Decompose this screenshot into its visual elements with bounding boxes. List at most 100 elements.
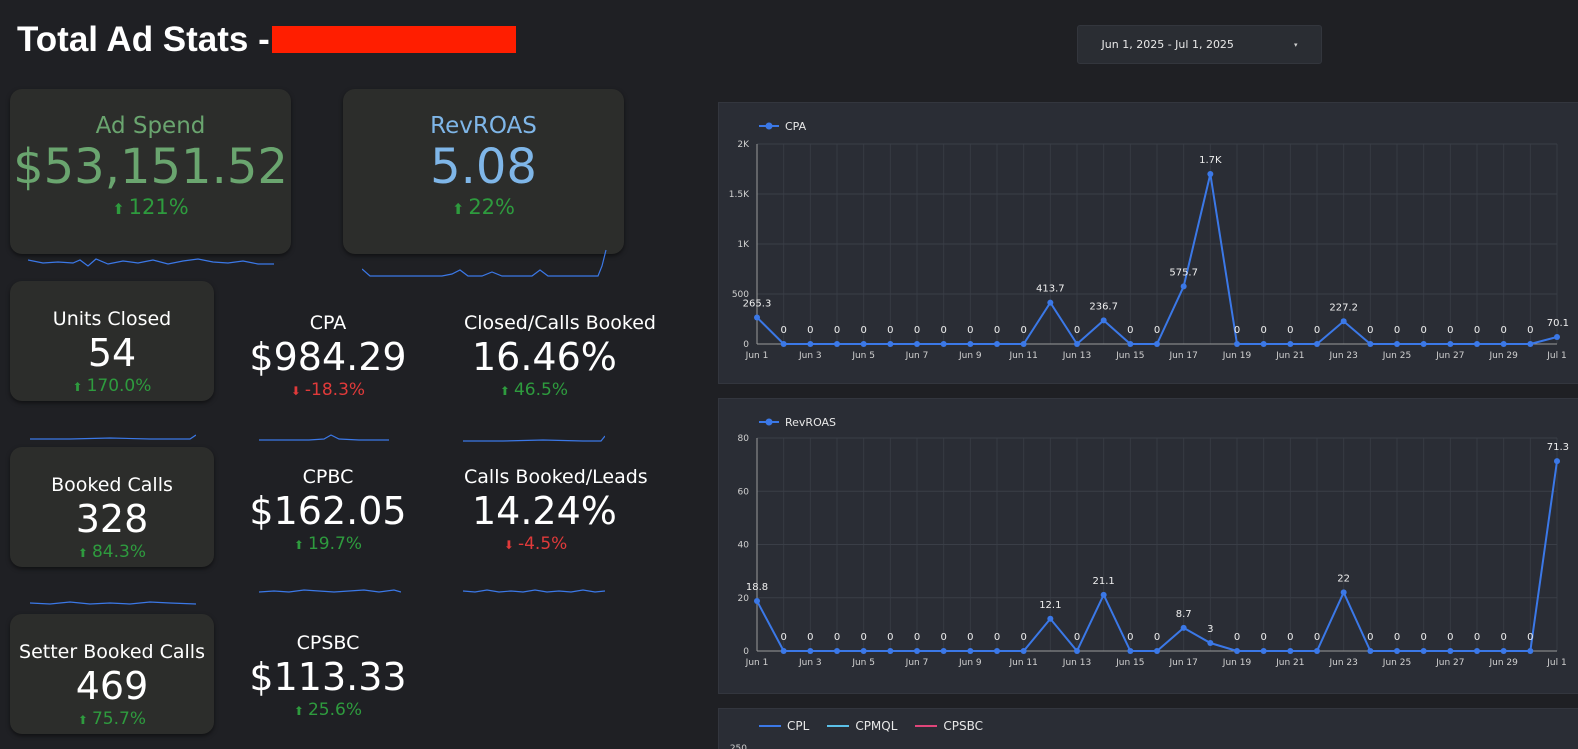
y-tick-label: 60: [738, 487, 750, 497]
data-label: 0: [1500, 632, 1506, 643]
data-point: [887, 648, 894, 654]
cpbc-sparkline: [259, 589, 401, 593]
data-point: [1020, 341, 1027, 347]
data-point: [994, 341, 1000, 347]
x-tick-label: Jun 11: [1008, 658, 1037, 668]
data-label: 0: [807, 325, 813, 336]
x-tick-label: Jun 5: [851, 658, 875, 668]
legend-item-cpmql[interactable]: CPMQL: [827, 719, 897, 733]
setter-booked-calls-delta: ⬆ 75.7%: [78, 709, 146, 729]
x-tick-label: Jun 5: [851, 351, 875, 361]
cpbc-value: $162.05: [249, 489, 407, 533]
cost-chart-legend: CPL CPMQL CPSBC: [759, 719, 983, 733]
data-point: [887, 341, 894, 347]
cpbc-delta: ⬆ 19.7%: [294, 534, 362, 554]
y-tick-label: 40: [738, 541, 750, 551]
data-point: [940, 648, 947, 654]
data-point: [1527, 341, 1534, 347]
x-tick-label: Jun 29: [1488, 351, 1518, 361]
y-tick-label: 0: [743, 340, 749, 350]
data-point: [1367, 341, 1374, 347]
data-label: 0: [1394, 632, 1400, 643]
data-label: 0: [1260, 632, 1266, 643]
x-tick-label: Jun 3: [798, 658, 822, 668]
legend-item-cpsbc[interactable]: CPSBC: [915, 719, 983, 733]
ad-spend-sparkline: [28, 258, 274, 267]
date-range-label: Jun 1, 2025 - Jul 1, 2025: [1101, 38, 1234, 51]
data-point: [1420, 648, 1427, 654]
data-point: [1474, 648, 1480, 654]
legend-line-swatch: [759, 725, 781, 727]
units-closed-label: Units Closed: [52, 308, 172, 330]
arrow-up-icon: ⬆: [294, 704, 304, 718]
data-point: [1420, 341, 1427, 347]
date-range-picker[interactable]: Jun 1, 2025 - Jul 1, 2025 ▾: [1077, 25, 1322, 64]
data-label: 0: [1260, 325, 1266, 336]
x-tick-label: Jun 27: [1435, 658, 1464, 668]
units-closed-sparkline: [30, 434, 196, 440]
data-label: 0: [967, 632, 973, 643]
data-label: 0: [780, 632, 786, 643]
data-point: [1447, 648, 1454, 654]
setter-booked-calls-label: Setter Booked Calls: [19, 641, 205, 663]
data-point: [1367, 648, 1374, 654]
rev-roas-kpi: RevROAS 5.08 ⬆ 22%: [343, 113, 624, 219]
data-point: [1260, 341, 1267, 347]
closed-calls-booked-sparkline: [463, 435, 605, 442]
chart-legend: RevROAS: [759, 416, 836, 429]
data-point: [807, 341, 814, 347]
data-label: 0: [807, 632, 813, 643]
redaction-block: [272, 26, 516, 53]
cpbc-label: CPBC: [302, 466, 354, 488]
x-tick-label: Jun 13: [1062, 351, 1091, 361]
cpa-delta: ⬇ -18.3%: [290, 380, 366, 400]
data-label: 0: [860, 325, 866, 336]
arrow-up-icon: ⬆: [294, 538, 304, 552]
data-point: [1127, 648, 1134, 654]
legend-label: CPA: [785, 120, 807, 133]
data-label: 0: [994, 325, 1000, 336]
data-point: [1154, 341, 1160, 347]
rev-roas-value: 5.08: [430, 139, 537, 195]
data-point: [834, 341, 840, 347]
x-tick-label: Jun 19: [1222, 658, 1252, 668]
x-tick-label: Jul 1: [1546, 658, 1566, 668]
data-label: 0: [860, 632, 866, 643]
units-closed-value: 54: [87, 331, 137, 375]
x-tick-label: Jun 3: [798, 351, 822, 361]
data-point: [1527, 648, 1534, 654]
cpsbc-value: $113.33: [249, 655, 407, 699]
y-tick-label: 2K: [737, 140, 750, 150]
data-label: 0: [1234, 632, 1240, 643]
y-tick-label: 250: [730, 744, 747, 749]
data-point: [1340, 318, 1347, 325]
x-tick-label: Jun 17: [1168, 351, 1197, 361]
legend-dot-swatch: [765, 122, 773, 130]
data-point: [1340, 589, 1347, 596]
data-label: 0: [1127, 632, 1133, 643]
data-label: 0: [1447, 325, 1453, 336]
setter-booked-calls-card: [10, 614, 214, 734]
booked-calls-kpi: Booked Calls 328 ⬆ 84.3%: [10, 474, 214, 562]
data-label: 1.7K: [1199, 155, 1222, 166]
calls-booked-leads-kpi: Calls Booked/Leads 14.24% ⬇ -4.5%: [448, 466, 658, 554]
units-closed-kpi: Units Closed 54 ⬆ 170.0%: [10, 308, 214, 396]
legend-item-cpl[interactable]: CPL: [759, 719, 809, 733]
calls-booked-leads-label: Calls Booked/Leads: [464, 466, 648, 488]
cost-chart-axis: 250: [730, 744, 747, 749]
data-label: 0: [1367, 325, 1373, 336]
rev-roas-delta: ⬆ 22%: [452, 195, 515, 219]
data-label: 0: [1287, 632, 1293, 643]
data-label: 0: [940, 325, 946, 336]
data-label: 18.8: [746, 582, 768, 593]
data-point: [780, 648, 787, 654]
x-tick-label: Jun 7: [905, 351, 929, 361]
data-label: 0: [1154, 325, 1160, 336]
revroas-chart-panel: RevROAS 0 20 40 60 80 Jun 1 Jun 3 Jun 5 Jun 7 Jun …: [718, 398, 1578, 694]
data-label: 0: [1074, 325, 1080, 336]
cpa-chart-panel: CPA 0 500 1K 1.5K 2K Jun 1 Jun 3 Jun 5 Jun 7 Jun 9…: [718, 102, 1578, 384]
data-point: [1074, 648, 1080, 654]
data-point: [834, 648, 840, 654]
cpsbc-label: CPSBC: [296, 632, 360, 654]
cost-chart-panel: CPL CPMQL CPSBC 250: [718, 708, 1578, 749]
